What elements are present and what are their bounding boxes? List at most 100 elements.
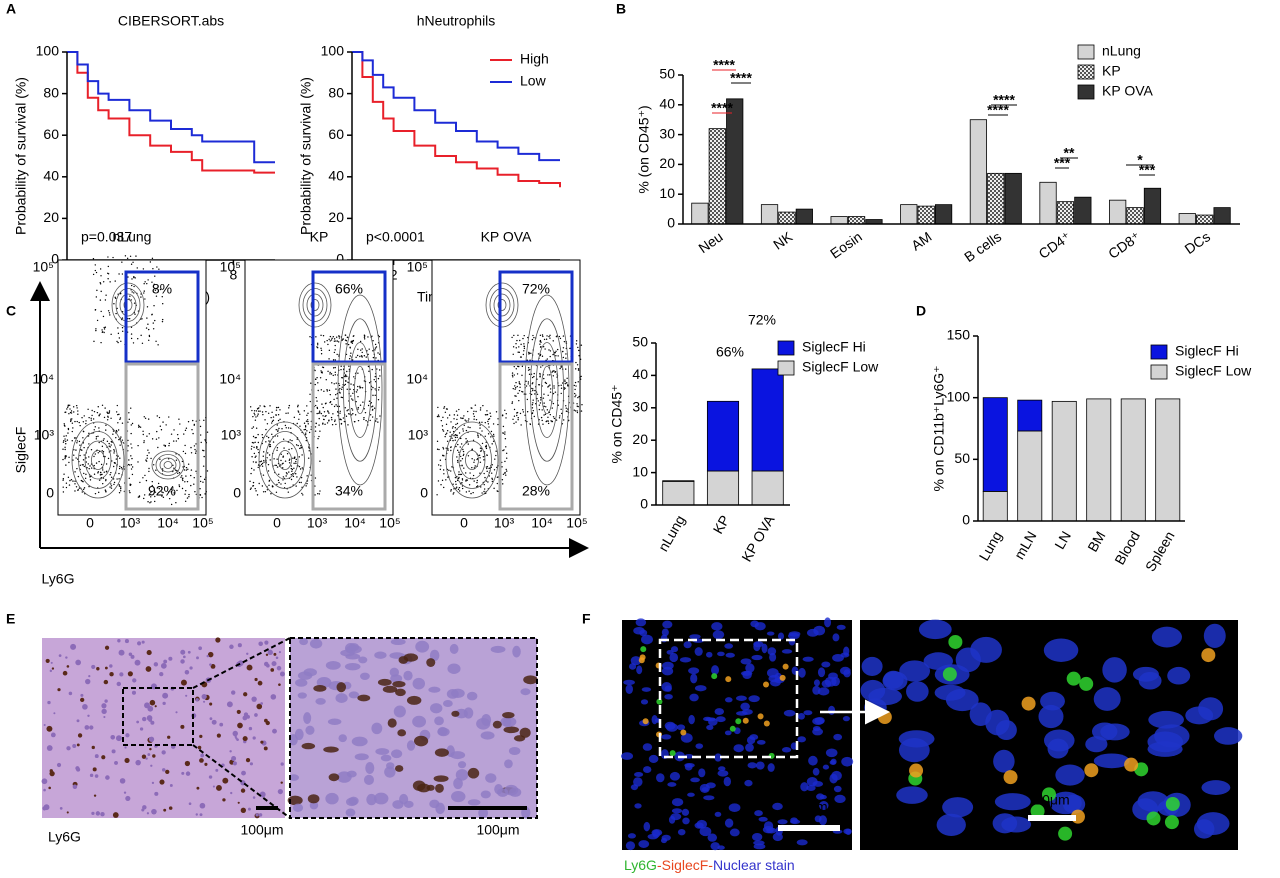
flow-dot [101,450,103,452]
flow-dot [443,407,445,409]
cell-nucleus [299,637,309,646]
flow-dot [555,419,558,421]
gate-hi [311,270,387,364]
flow-dot [101,445,104,448]
flow-dot [261,436,264,439]
flow-dot [62,479,64,481]
flow-dot [156,415,158,417]
flow-dot [265,441,267,443]
flow-dot [293,467,295,469]
nucleus [899,660,931,682]
flow-dot [352,399,354,401]
flow-dot [194,448,196,451]
flow-dot [297,411,300,413]
flow-dot [505,457,508,459]
cell-nucleus [519,727,531,738]
flow-dot [109,446,112,448]
tissue-spot [272,728,277,734]
flow-dot [119,293,122,295]
flow-dot [255,490,257,492]
nucleus [833,733,843,741]
cell-nucleus [428,686,441,693]
tissue-spot [151,781,155,785]
flow-dot [105,471,108,473]
tissue-spot [187,650,191,654]
nucleus [1151,626,1182,648]
flow-dot [562,335,565,337]
flow-dot [346,375,348,378]
flow-dot [304,433,307,436]
flow-dot [325,415,327,417]
flow-dot [253,469,255,471]
flow-dot [152,322,154,324]
nucleus [1093,753,1130,769]
nucleus [790,819,801,825]
flow-dot [376,418,378,420]
flow-dot [83,446,85,449]
tissue-spot [252,796,256,799]
nucleus [647,833,659,840]
flow-dot [540,416,543,419]
flow-dot [63,435,65,437]
flow-dot [143,290,145,292]
tissue-spot [159,671,164,677]
flow-dot [334,359,336,361]
flow-dot [161,320,164,323]
tissue-spot [142,716,147,722]
flow-dot [306,475,308,477]
flow-dot [95,436,98,438]
flow-dot [319,490,321,492]
bar [1017,430,1043,522]
tissue-spot [94,774,99,778]
tissue-spot [180,724,185,729]
gate-percent: 92% [148,483,176,499]
tissue-spot [139,727,144,731]
flow-dot [162,491,164,494]
flow-dot [277,430,279,433]
flow-dot [276,424,278,426]
flow-dot [560,366,562,368]
flow-dot [77,458,79,460]
flow-dot [148,470,150,473]
flow-dot [118,484,120,486]
tissue-spot [154,791,159,796]
flow-contour [271,440,299,480]
tissue-spot [68,691,73,696]
flow-dot [446,417,449,419]
tissue-spot [43,804,50,811]
flow-dot [161,491,163,493]
flow-dot [579,358,582,361]
y-tick-label: 40 [659,96,675,112]
tissue-spot [236,709,241,714]
flow-dot [193,424,195,426]
tissue-spot [70,643,77,650]
nucleus [840,652,850,658]
nucleus [748,695,760,703]
flow-dot [259,410,261,412]
nucleus [817,667,826,678]
chart-title: CIBERSORT.abs [118,13,224,29]
flow-dot [100,473,102,476]
annotation: * [1137,152,1143,168]
flow-dot [526,411,529,413]
nucleus [751,832,763,842]
flow-dot [445,408,448,410]
flow-tick-label: 10³ [307,515,328,531]
tissue-spot [181,771,185,775]
tissue-spot [80,693,84,697]
y-tick-label: 100 [36,43,60,59]
flow-dot [530,393,533,396]
flow-dot [479,427,481,429]
nucleus [762,826,774,834]
tissue-spot [132,678,137,683]
flow-dot [328,358,330,360]
flow-dot [336,353,338,356]
flow-dot [89,479,92,481]
flow-dot [553,370,555,372]
flow-dot [328,420,330,422]
y-tick-label: 40 [328,168,344,184]
flow-dot [488,418,491,420]
flow-dot [75,449,77,451]
flow-dot [115,429,118,432]
flow-dot [251,445,253,448]
